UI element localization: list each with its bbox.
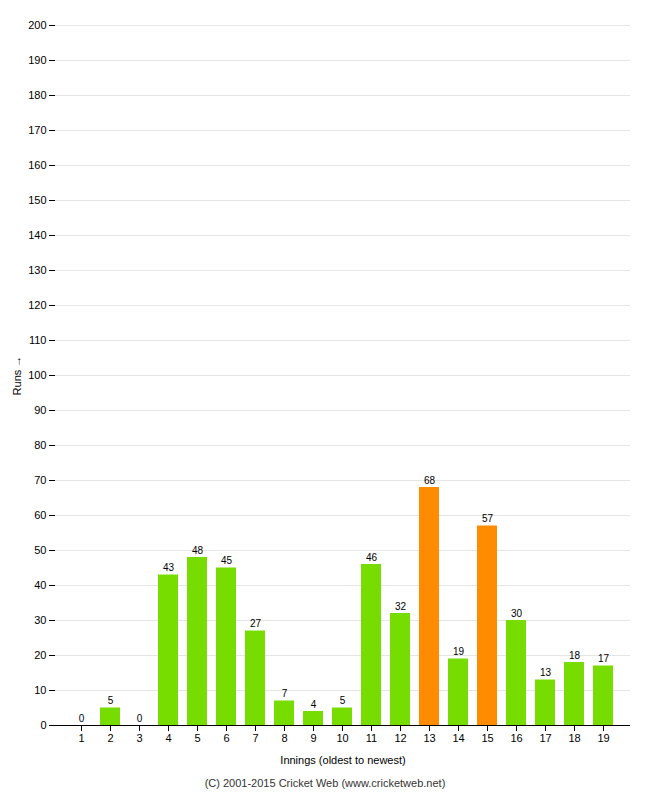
svg-text:60: 60 xyxy=(34,509,46,521)
svg-text:13: 13 xyxy=(540,667,552,678)
svg-text:5: 5 xyxy=(194,732,200,744)
svg-text:19: 19 xyxy=(453,646,465,657)
svg-text:12: 12 xyxy=(394,732,406,744)
svg-text:2: 2 xyxy=(107,732,113,744)
svg-text:Innings (oldest to newest): Innings (oldest to newest) xyxy=(280,754,405,766)
svg-text:9: 9 xyxy=(310,732,316,744)
svg-text:48: 48 xyxy=(192,545,204,556)
svg-text:17: 17 xyxy=(539,732,551,744)
svg-text:7: 7 xyxy=(252,732,258,744)
svg-text:20: 20 xyxy=(34,649,46,661)
svg-text:15: 15 xyxy=(481,732,493,744)
svg-text:200: 200 xyxy=(28,19,46,31)
svg-text:17: 17 xyxy=(598,653,610,664)
svg-text:180: 180 xyxy=(28,89,46,101)
svg-text:43: 43 xyxy=(163,562,175,573)
svg-text:5: 5 xyxy=(340,695,346,706)
svg-text:10: 10 xyxy=(34,684,46,696)
svg-text:4: 4 xyxy=(165,732,171,744)
svg-text:14: 14 xyxy=(452,732,464,744)
svg-text:1: 1 xyxy=(78,732,84,744)
svg-text:3: 3 xyxy=(136,732,142,744)
svg-text:100: 100 xyxy=(28,369,46,381)
svg-text:10: 10 xyxy=(336,732,348,744)
svg-text:50: 50 xyxy=(34,544,46,556)
svg-text:30: 30 xyxy=(34,614,46,626)
svg-text:5: 5 xyxy=(108,695,114,706)
svg-text:0: 0 xyxy=(40,719,46,731)
svg-text:19: 19 xyxy=(597,732,609,744)
svg-text:40: 40 xyxy=(34,579,46,591)
svg-text:Runs →: Runs → xyxy=(11,356,23,396)
svg-text:130: 130 xyxy=(28,264,46,276)
svg-text:0: 0 xyxy=(137,713,143,724)
svg-text:45: 45 xyxy=(221,555,233,566)
svg-text:110: 110 xyxy=(29,334,47,346)
svg-text:170: 170 xyxy=(28,124,46,136)
html-text:(C) 2001-2015 Cricket Web (www: (C) 2001-2015 Cricket Web (www.cricketwe… xyxy=(204,777,446,789)
svg-text:140: 140 xyxy=(28,229,46,241)
svg-text:4: 4 xyxy=(311,699,317,710)
svg-text:70: 70 xyxy=(34,474,46,486)
svg-text:8: 8 xyxy=(281,732,287,744)
svg-text:46: 46 xyxy=(366,552,378,563)
svg-text:160: 160 xyxy=(28,159,46,171)
svg-text:190: 190 xyxy=(28,54,46,66)
svg-text:30: 30 xyxy=(511,608,523,619)
svg-text:7: 7 xyxy=(282,688,288,699)
svg-text:80: 80 xyxy=(34,439,46,451)
svg-text:0: 0 xyxy=(79,713,85,724)
svg-text:90: 90 xyxy=(34,404,46,416)
svg-text:13: 13 xyxy=(423,732,435,744)
svg-text:68: 68 xyxy=(424,475,436,486)
svg-text:57: 57 xyxy=(482,513,494,524)
svg-text:27: 27 xyxy=(250,618,262,629)
svg-text:18: 18 xyxy=(568,732,580,744)
svg-text:150: 150 xyxy=(28,194,46,206)
svg-text:11: 11 xyxy=(366,732,377,744)
svg-text:120: 120 xyxy=(28,299,46,311)
svg-text:16: 16 xyxy=(510,732,522,744)
svg-text:18: 18 xyxy=(569,650,581,661)
svg-text:32: 32 xyxy=(395,601,407,612)
svg-text:6: 6 xyxy=(223,732,229,744)
